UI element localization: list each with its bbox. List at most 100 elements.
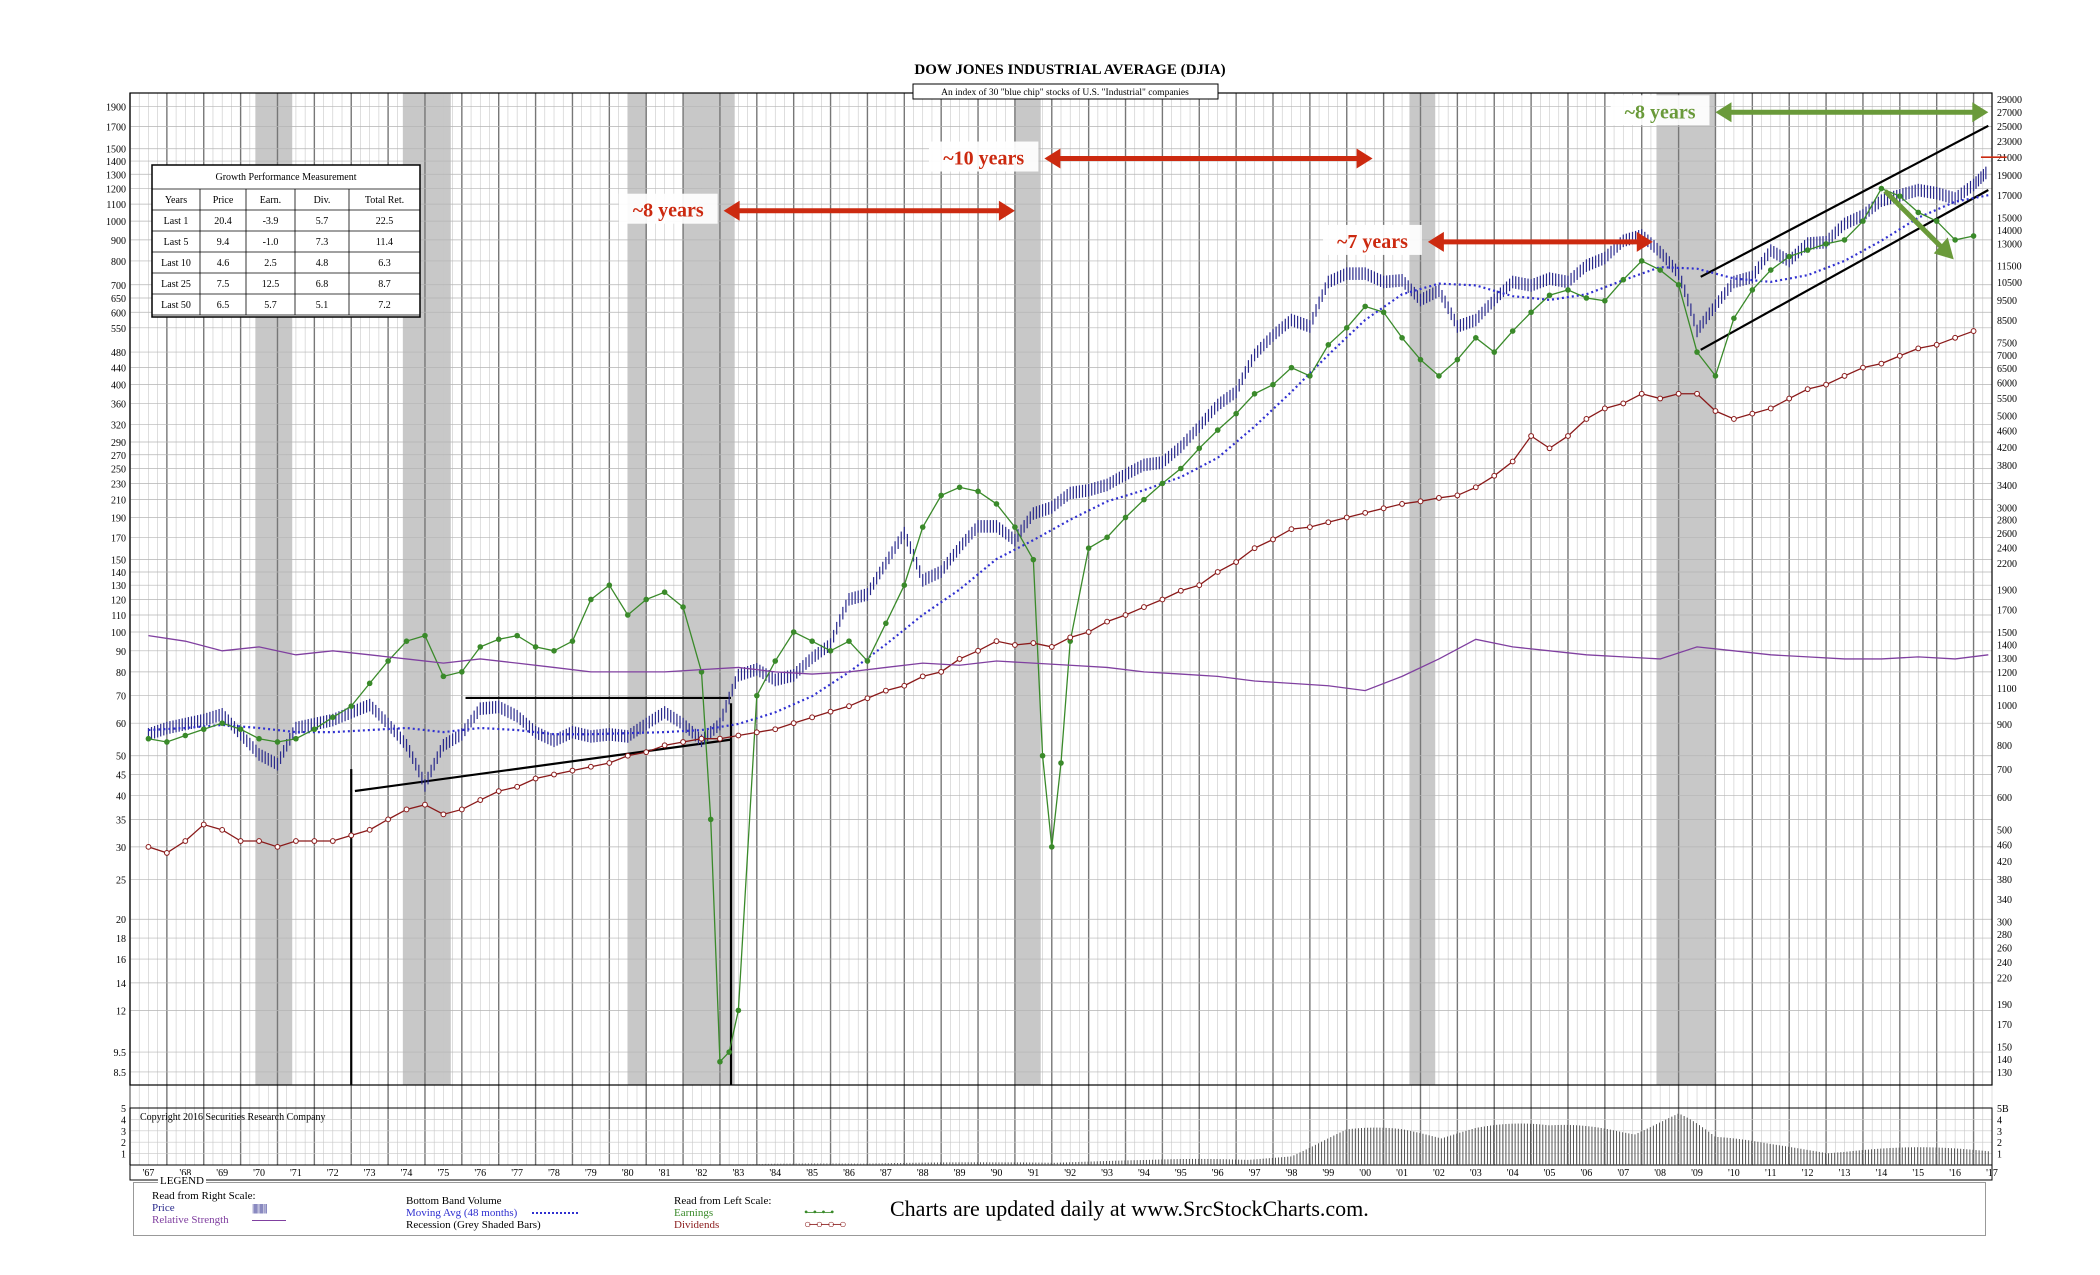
annotation-3: ~7 years bbox=[1323, 224, 1653, 255]
earnings-point bbox=[1362, 303, 1368, 310]
dividend-point bbox=[809, 714, 816, 721]
recession-bar bbox=[1656, 93, 1716, 1085]
left-tick-label: 25 bbox=[116, 875, 126, 886]
dividend-point bbox=[1362, 509, 1369, 516]
left-tick-label: 150 bbox=[111, 556, 126, 567]
dividend-point bbox=[274, 843, 281, 850]
left-tick-label: 80 bbox=[116, 668, 126, 679]
dividend-point bbox=[1214, 569, 1221, 575]
earnings-point bbox=[1565, 287, 1571, 293]
volume-tick-left: 1 bbox=[121, 1150, 126, 1161]
table-header-cell: Price bbox=[213, 195, 234, 206]
volume-tick-left: 2 bbox=[121, 1138, 126, 1149]
right-tick-label: 1300 bbox=[1997, 654, 2017, 665]
earnings-point bbox=[1436, 373, 1442, 379]
earnings-point bbox=[200, 726, 207, 733]
dividend-point bbox=[1288, 526, 1295, 533]
table-header-cell: Earn. bbox=[260, 195, 281, 206]
legend-recession-label: Recession (Grey Shaded Bars) bbox=[406, 1219, 541, 1231]
earnings-point bbox=[1657, 267, 1663, 273]
earnings-point bbox=[1823, 241, 1829, 247]
annotation-arrow-head-right bbox=[1636, 231, 1653, 252]
earnings-point bbox=[1620, 276, 1627, 283]
x-tick-label: '72 bbox=[327, 1168, 339, 1179]
annotation-4: ~8 years bbox=[1610, 95, 1989, 126]
dividend-point bbox=[901, 682, 908, 689]
table-cell: 2.5 bbox=[264, 258, 277, 269]
x-tick-label: '91 bbox=[1027, 1168, 1039, 1179]
dividend-point bbox=[680, 739, 686, 745]
right-tick-label: 1000 bbox=[1997, 701, 2017, 712]
left-tick-label: 14 bbox=[116, 979, 126, 990]
x-tick-label: '05 bbox=[1544, 1168, 1556, 1179]
earnings-point bbox=[1897, 193, 1903, 199]
right-tick-label: 2200 bbox=[1997, 559, 2017, 570]
dividend-point bbox=[1306, 524, 1313, 531]
dividend-point bbox=[1454, 492, 1461, 499]
table-cell: 22.5 bbox=[376, 216, 394, 227]
annotation-arrow-head-left bbox=[1715, 102, 1732, 123]
earnings-point bbox=[1039, 752, 1046, 759]
left-tick-label: 320 bbox=[111, 420, 126, 431]
earnings-point bbox=[551, 648, 557, 654]
earnings-point bbox=[1122, 514, 1129, 521]
earnings-point bbox=[440, 673, 447, 680]
dividend-point bbox=[1159, 596, 1166, 603]
legend-volume-heading: Bottom Band Volume bbox=[406, 1195, 502, 1207]
earnings-point bbox=[495, 636, 502, 643]
dividend-point bbox=[551, 771, 557, 778]
earnings-point bbox=[754, 692, 760, 699]
green-arrow-shaft bbox=[1883, 189, 1950, 256]
x-tick-label: '73 bbox=[364, 1168, 376, 1179]
right-tick-label: 170 bbox=[1997, 1020, 2012, 1031]
dividend-point bbox=[735, 732, 742, 739]
dividend-point bbox=[477, 797, 484, 803]
earnings-point bbox=[1454, 356, 1461, 363]
right-tick-label: 7500 bbox=[1997, 338, 2017, 349]
dividend-point bbox=[1380, 505, 1387, 512]
left-tick-label: 600 bbox=[111, 308, 126, 319]
volume-tick-right: 5B bbox=[1997, 1104, 2009, 1115]
dividend-point bbox=[1546, 445, 1553, 452]
x-tick-label: '85 bbox=[806, 1168, 818, 1179]
left-tick-label: 250 bbox=[111, 464, 126, 475]
left-tick-label: 30 bbox=[116, 843, 126, 854]
dividend-point bbox=[495, 788, 502, 795]
dividend-point bbox=[237, 838, 244, 844]
right-tick-label: 420 bbox=[1997, 857, 2012, 868]
earnings-point bbox=[1270, 381, 1276, 388]
legend-left-scale-heading: Read from Left Scale: bbox=[674, 1195, 772, 1207]
earnings-point bbox=[1952, 237, 1958, 243]
left-tick-label: 20 bbox=[116, 915, 126, 926]
dividend-point bbox=[569, 767, 576, 774]
dividend-point bbox=[846, 703, 852, 710]
earnings-point bbox=[735, 1007, 742, 1014]
earnings-point bbox=[385, 658, 391, 664]
dividend-point bbox=[293, 838, 299, 844]
left-tick-label: 45 bbox=[116, 771, 126, 782]
earnings-point bbox=[624, 612, 631, 618]
right-tick-label: 130 bbox=[1997, 1068, 2012, 1079]
earnings-point bbox=[790, 629, 797, 635]
right-tick-label: 1500 bbox=[1997, 628, 2017, 639]
earnings-point bbox=[1141, 496, 1147, 503]
dividend-point bbox=[993, 638, 1000, 645]
right-tick-label: 1700 bbox=[1997, 606, 2017, 617]
dividend-point bbox=[458, 806, 465, 813]
dividend-point bbox=[1417, 498, 1424, 505]
earnings-point bbox=[1325, 342, 1332, 348]
right-tick-label: 23000 bbox=[1997, 137, 2022, 148]
earnings-point bbox=[1233, 410, 1239, 417]
dividend-point bbox=[624, 752, 631, 759]
earnings-point bbox=[1583, 295, 1590, 301]
right-tick-label: 1400 bbox=[1997, 640, 2017, 651]
right-tick-label: 7000 bbox=[1997, 351, 2017, 362]
earnings-point bbox=[1491, 349, 1498, 355]
table-cell: Last 50 bbox=[161, 300, 191, 311]
earnings-point bbox=[1307, 373, 1313, 379]
annotation-arrow-head-left bbox=[723, 200, 740, 221]
earnings-point bbox=[772, 658, 779, 664]
dividend-point bbox=[1915, 345, 1922, 352]
earnings-point bbox=[919, 524, 926, 530]
x-tick-label: '10 bbox=[1728, 1168, 1740, 1179]
